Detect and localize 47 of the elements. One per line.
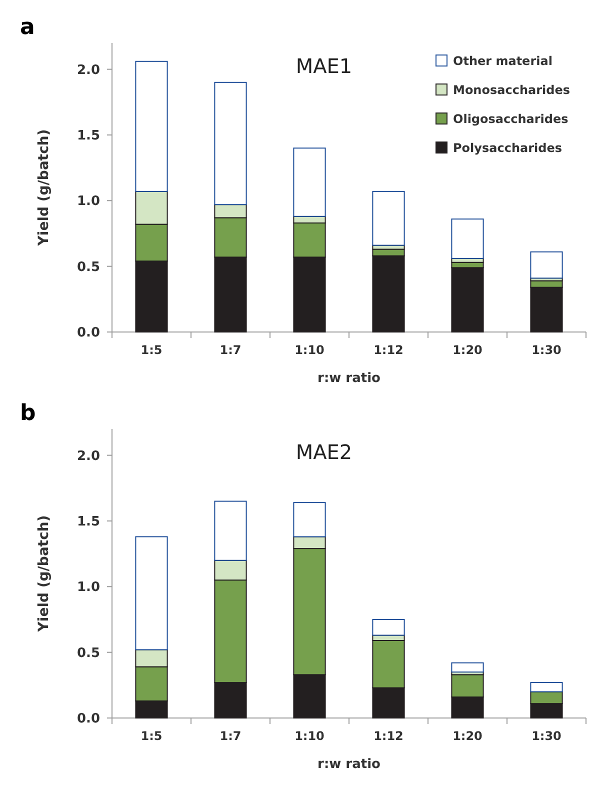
x-tick-label: 1:12 xyxy=(374,343,404,357)
x-tick-label: 1:7 xyxy=(220,729,242,743)
y-axis-title: Yield (g/batch) xyxy=(36,515,52,633)
x-axis-title: r:w ratio xyxy=(318,757,381,772)
bar xyxy=(135,60,168,192)
bar xyxy=(135,536,168,650)
bar xyxy=(530,682,563,692)
x-tick-label: 1:10 xyxy=(294,343,324,357)
x-tick-label: 1:7 xyxy=(220,343,242,357)
legend-label: Other material xyxy=(453,54,552,68)
text: b xyxy=(20,401,36,426)
x-tick-label: 1:20 xyxy=(452,343,482,357)
x-tick-label: 1:30 xyxy=(532,343,562,357)
y-tick-label: 1.0 xyxy=(76,580,100,596)
legend-label: Oligosaccharides xyxy=(453,112,568,126)
legend-label: Polysaccharides xyxy=(453,141,562,155)
y-tick-label: 2.0 xyxy=(76,448,100,464)
bar xyxy=(372,618,405,636)
text: MAE2 xyxy=(296,440,352,464)
bar xyxy=(293,502,326,538)
text: a xyxy=(20,15,35,40)
bar xyxy=(530,251,563,279)
y-tick-label: 0.0 xyxy=(76,712,100,727)
bar xyxy=(214,500,247,561)
x-tick-label: 1:5 xyxy=(140,343,162,357)
x-tick-label: 1:20 xyxy=(452,729,482,743)
y-tick-label: 0.0 xyxy=(76,326,100,341)
x-tick-label: 1:12 xyxy=(374,729,404,743)
bar xyxy=(293,148,326,217)
bar xyxy=(451,662,484,673)
bar xyxy=(451,218,484,259)
legend-label: Monosaccharides xyxy=(453,83,570,97)
y-tick-label: 0.5 xyxy=(76,646,100,661)
y-tick-label: 2.0 xyxy=(76,62,100,78)
x-axis-title: r:w ratio xyxy=(318,371,381,386)
bar xyxy=(214,82,247,206)
y-tick-label: 0.5 xyxy=(76,260,100,275)
bar xyxy=(451,267,484,332)
x-tick-label: 1:10 xyxy=(294,729,324,743)
x-tick-label: 1:5 xyxy=(140,729,162,743)
y-axis-title: Yield (g/batch) xyxy=(36,129,52,247)
text: MAE1 xyxy=(296,54,352,78)
x-tick-label: 1:30 xyxy=(532,729,562,743)
bar xyxy=(372,190,405,246)
y-tick-label: 1.0 xyxy=(76,194,100,210)
y-tick-label: 1.5 xyxy=(76,514,100,530)
y-tick-label: 1.5 xyxy=(76,128,100,144)
